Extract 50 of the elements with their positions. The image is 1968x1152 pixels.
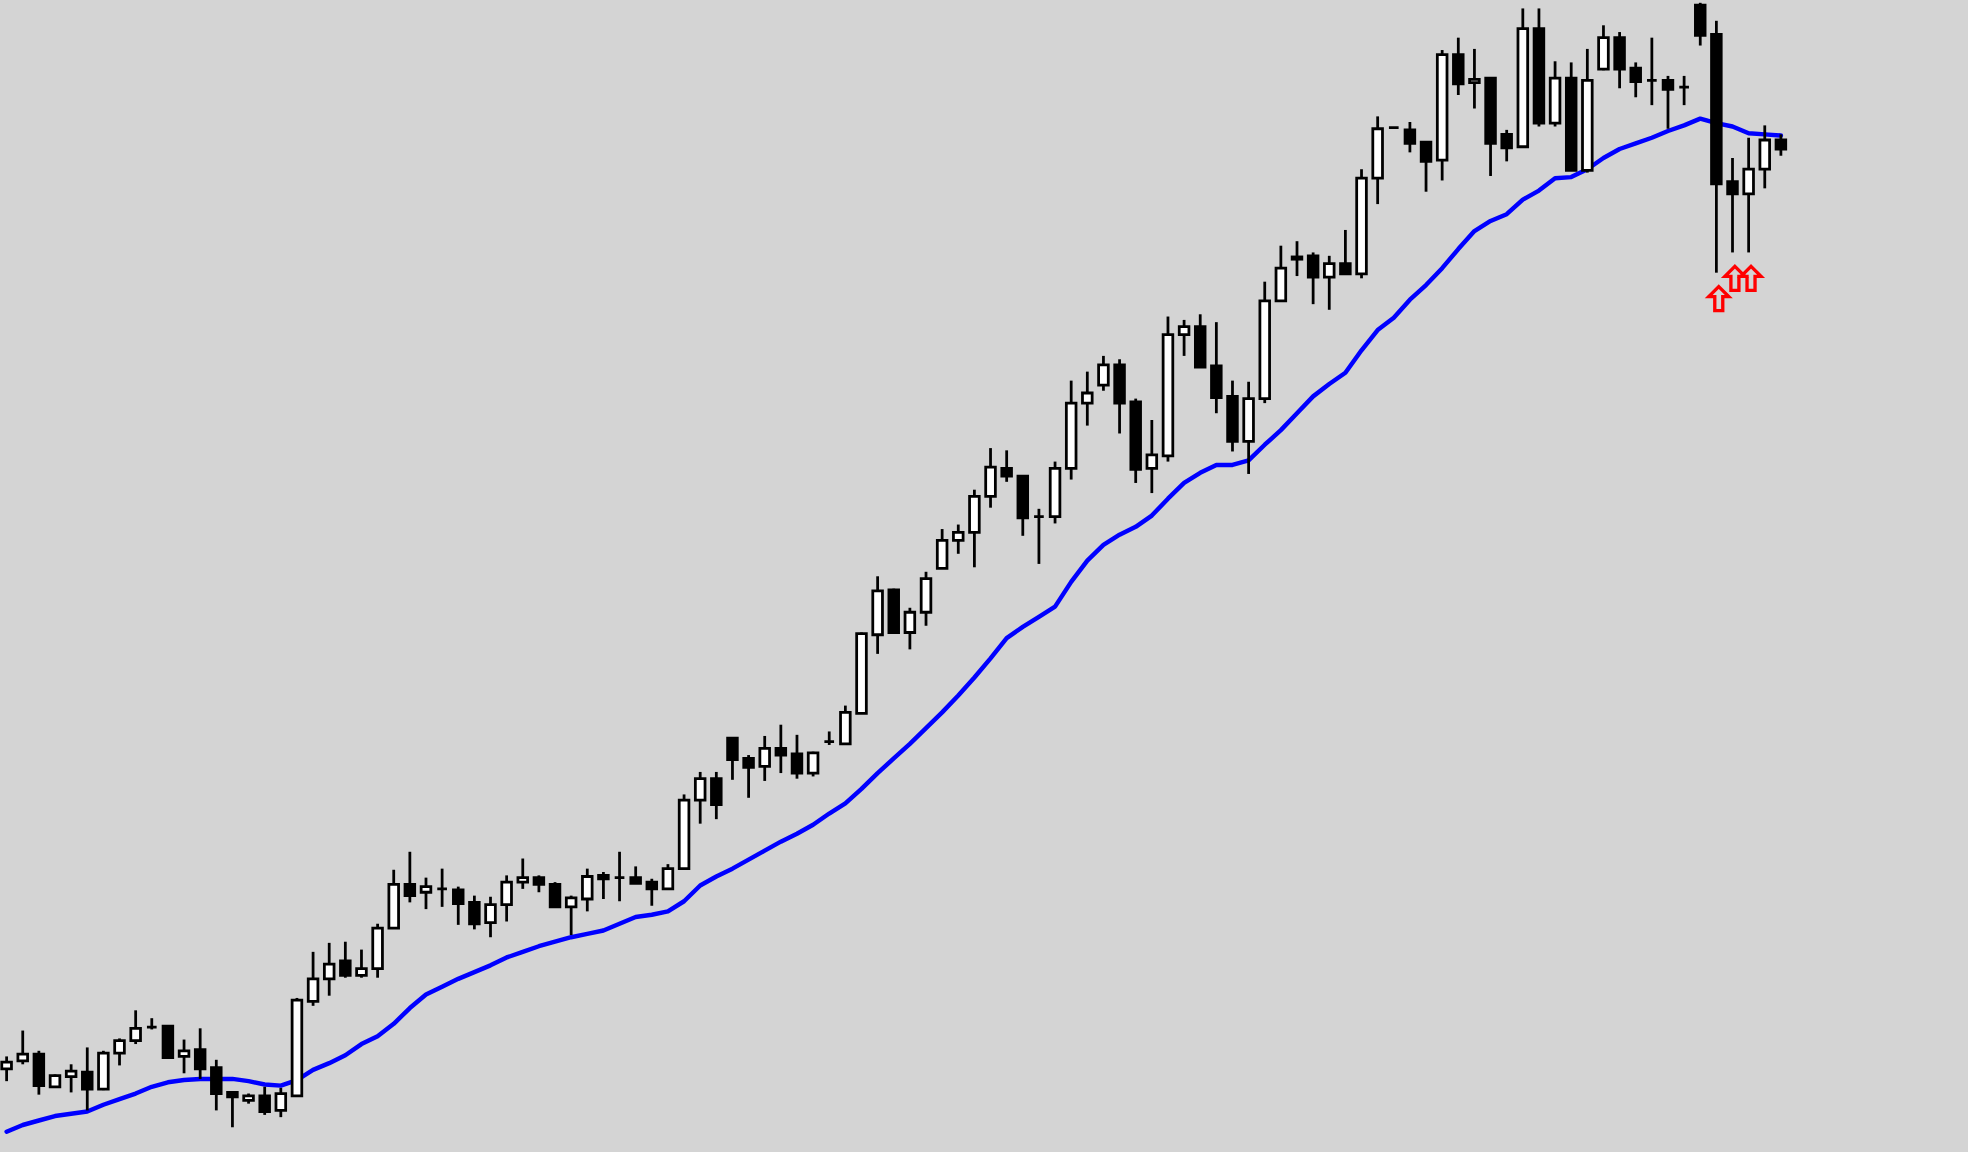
candlestick bbox=[806, 750, 820, 778]
candlestick bbox=[403, 850, 417, 904]
candlestick bbox=[322, 941, 336, 998]
candlestick bbox=[645, 877, 659, 908]
candlestick bbox=[1677, 74, 1691, 107]
candlestick bbox=[1290, 239, 1304, 278]
candlestick bbox=[613, 850, 626, 903]
candlestick bbox=[1419, 140, 1433, 194]
candlestick bbox=[564, 894, 578, 937]
candlestick bbox=[81, 1046, 94, 1112]
candlestick bbox=[193, 1026, 207, 1081]
candlestick bbox=[1548, 59, 1562, 128]
candlestick bbox=[1016, 473, 1030, 538]
candlestick bbox=[64, 1062, 78, 1094]
candlestick bbox=[903, 606, 917, 651]
candlestick bbox=[548, 880, 562, 909]
candlestick bbox=[16, 1029, 29, 1066]
candlestick bbox=[177, 1038, 191, 1075]
candlestick bbox=[1032, 507, 1046, 566]
candlestick bbox=[935, 527, 949, 570]
candlestick bbox=[1774, 132, 1788, 158]
candlestick bbox=[1145, 418, 1159, 495]
candlestick bbox=[1081, 370, 1094, 427]
candlestick bbox=[274, 1086, 288, 1119]
candlestick bbox=[387, 868, 400, 930]
candlestick bbox=[306, 950, 320, 1008]
candlestick bbox=[887, 587, 900, 636]
candlestick bbox=[1306, 251, 1320, 306]
candlestick bbox=[452, 885, 465, 927]
candlestick bbox=[1694, 1, 1707, 47]
candlestick bbox=[516, 857, 529, 891]
candlestick bbox=[1758, 123, 1771, 190]
candlestick bbox=[1274, 244, 1288, 303]
candlestick bbox=[774, 723, 788, 775]
candlestick bbox=[435, 867, 449, 909]
candlestick bbox=[419, 876, 433, 911]
candlestick bbox=[693, 770, 707, 826]
candlestick bbox=[1177, 318, 1191, 358]
candlestick bbox=[1403, 120, 1417, 154]
candlestick bbox=[1193, 312, 1207, 369]
candlestick bbox=[661, 862, 675, 892]
candlestick bbox=[710, 770, 723, 821]
candlestick bbox=[1323, 254, 1336, 312]
candlestick bbox=[161, 1024, 175, 1059]
candlestick bbox=[919, 570, 933, 628]
candlestick bbox=[32, 1049, 46, 1097]
candlestick bbox=[790, 733, 804, 781]
candlestick bbox=[1661, 74, 1675, 131]
candlestick bbox=[0, 1055, 13, 1083]
candlestick bbox=[1645, 36, 1659, 107]
